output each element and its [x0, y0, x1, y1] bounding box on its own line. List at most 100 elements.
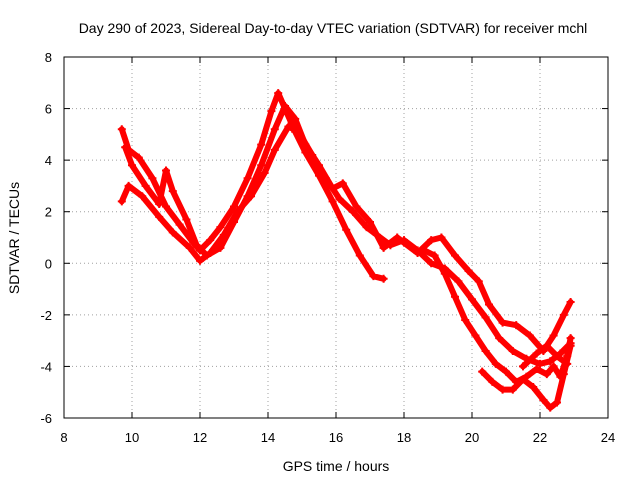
data-point-marker — [566, 334, 575, 343]
data-point-marker — [451, 292, 459, 301]
data-point-marker — [206, 248, 215, 257]
y-tick-label: 6 — [45, 102, 52, 117]
x-tick-label: 10 — [125, 430, 139, 445]
data-point-marker — [138, 192, 147, 201]
data-point-marker — [546, 357, 555, 366]
data-point-marker — [427, 236, 436, 245]
x-tick-label: 14 — [261, 430, 275, 445]
data-point-marker — [488, 377, 497, 386]
data-point-marker — [427, 259, 436, 268]
data-point-marker — [216, 223, 225, 232]
data-point-marker — [430, 251, 439, 260]
series-track-e — [478, 341, 575, 412]
data-point-marker — [519, 362, 527, 371]
data-point-marker — [481, 346, 490, 355]
y-tick-label: -2 — [40, 308, 52, 323]
data-point-marker — [141, 181, 150, 190]
data-point-marker — [529, 383, 538, 392]
data-point-marker — [294, 127, 303, 136]
data-point-marker — [182, 215, 191, 224]
data-point-marker — [495, 334, 504, 343]
x-tick-label: 22 — [533, 430, 547, 445]
data-point-marker — [502, 367, 510, 376]
y-axis-label: SDTVAR / TECUs — [6, 182, 22, 294]
data-point-marker — [267, 107, 276, 116]
data-point-marker — [284, 122, 293, 131]
data-point-marker — [257, 140, 266, 149]
data-point-marker — [563, 359, 572, 368]
data-point-marker — [508, 346, 517, 355]
data-point-marker — [257, 161, 266, 170]
y-tick-label: -4 — [40, 359, 52, 374]
x-tick-label: 12 — [193, 430, 207, 445]
x-tick-label: 8 — [60, 430, 67, 445]
data-point-marker — [491, 359, 500, 368]
data-point-marker — [355, 251, 364, 260]
y-tick-label: -6 — [40, 411, 52, 426]
data-point-marker — [437, 233, 446, 242]
series-track-c — [117, 122, 575, 368]
y-tick-label: 0 — [45, 256, 52, 271]
data-point-marker — [379, 243, 388, 252]
data-point-marker — [546, 403, 555, 412]
data-point-marker — [328, 197, 337, 206]
data-point-marker — [498, 318, 507, 327]
data-point-marker — [321, 174, 330, 183]
data-point-marker — [566, 297, 575, 306]
data-point-marker — [128, 161, 136, 170]
data-point-marker — [219, 230, 228, 239]
data-point-marker — [134, 153, 143, 162]
data-point-marker — [338, 179, 347, 188]
data-point-marker — [474, 277, 483, 286]
data-point-marker — [155, 212, 164, 221]
data-point-marker — [349, 207, 357, 216]
data-point-marker — [553, 352, 561, 361]
series-track-d — [420, 246, 575, 386]
data-point-marker — [542, 341, 551, 350]
data-point-marker — [281, 101, 289, 110]
data-point-marker — [230, 202, 238, 211]
data-point-marker — [291, 114, 300, 123]
data-point-marker — [464, 267, 473, 276]
data-point-marker — [481, 313, 490, 322]
data-point-marker — [274, 89, 283, 98]
data-point-marker — [206, 236, 215, 245]
data-point-marker — [196, 256, 204, 265]
data-point-marker — [369, 272, 378, 281]
data-point-marker — [468, 295, 476, 304]
data-point-marker — [549, 331, 558, 340]
data-point-marker — [335, 194, 344, 203]
data-point-marker — [247, 192, 255, 201]
series-track-b — [121, 101, 575, 355]
y-tick-label: 2 — [45, 205, 52, 220]
series-track-f — [519, 341, 572, 371]
data-point-marker — [386, 241, 395, 250]
data-point-marker — [366, 218, 374, 227]
data-point-marker — [362, 223, 371, 232]
data-point-marker — [536, 359, 544, 368]
data-point-marker — [185, 243, 194, 252]
x-tick-label: 24 — [601, 430, 615, 445]
data-point-marker — [168, 228, 177, 237]
data-point-marker — [542, 370, 551, 379]
data-point-marker — [485, 300, 493, 309]
data-point-marker — [512, 321, 521, 330]
x-tick-label: 16 — [329, 430, 343, 445]
data-point-marker — [117, 125, 126, 134]
data-point-marker — [270, 145, 279, 154]
data-point-marker — [454, 277, 463, 286]
data-point-marker — [175, 220, 184, 229]
y-tick-label: 4 — [45, 153, 52, 168]
data-point-marker — [162, 202, 170, 211]
data-point-marker — [308, 150, 317, 159]
data-point-marker — [498, 385, 507, 394]
chart-title: Day 290 of 2023, Sidereal Day-to-day VTE… — [79, 20, 588, 36]
data-point-marker — [471, 331, 480, 340]
data-point-marker — [243, 174, 252, 183]
data-point-marker — [155, 199, 164, 208]
data-point-marker — [342, 225, 351, 234]
y-tick-label: 8 — [45, 50, 52, 65]
data-point-marker — [121, 143, 130, 152]
